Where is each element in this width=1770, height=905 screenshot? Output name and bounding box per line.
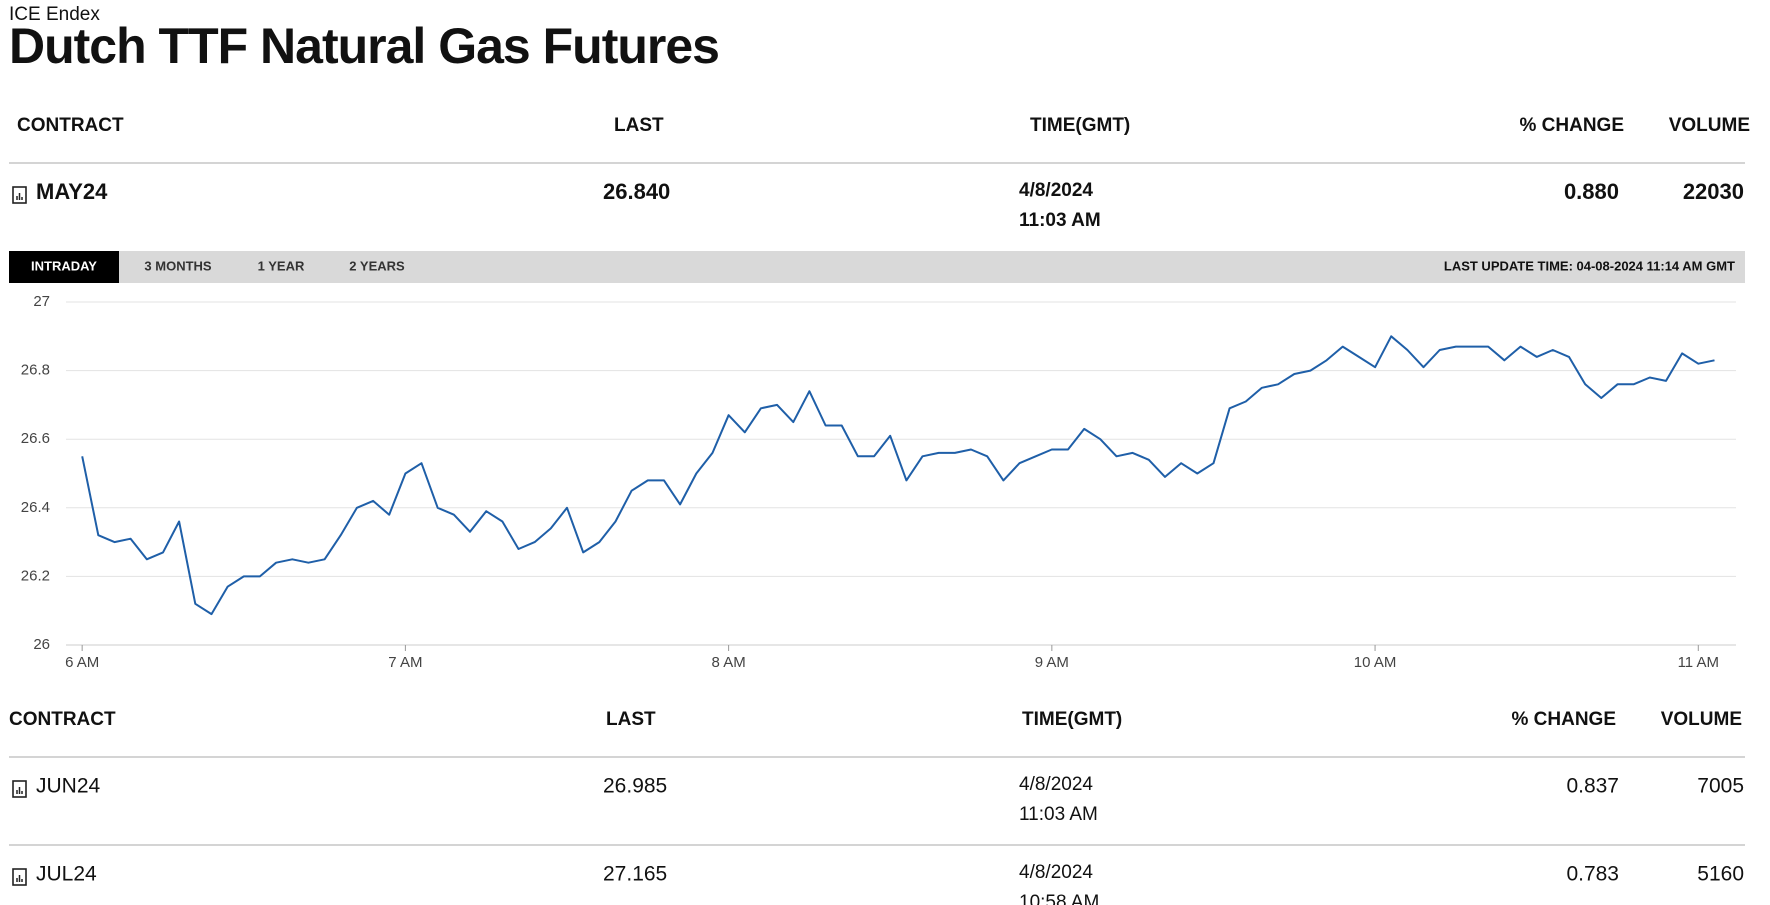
contract[interactable]: MAY24 [36, 179, 108, 204]
date: 4/8/2024 [1019, 862, 1093, 883]
column-header: LAST [614, 115, 664, 136]
contract[interactable]: JUL24 [36, 863, 97, 886]
column-header: % CHANGE [1511, 709, 1616, 730]
volume: 5160 [1697, 863, 1744, 886]
column-header: TIME(GMT) [1030, 115, 1130, 136]
last-price: 26.840 [603, 179, 670, 204]
time: 10:58 AM [1019, 892, 1099, 905]
range-tab[interactable]: 3 MONTHS [144, 258, 212, 273]
column-header: CONTRACT [9, 709, 116, 730]
page-title: Dutch TTF Natural Gas Futures [9, 18, 719, 74]
chart-icon-bars [16, 193, 23, 200]
x-tick-label: 6 AM [65, 654, 99, 671]
column-header: CONTRACT [17, 115, 124, 136]
x-tick-label: 8 AM [712, 654, 746, 671]
y-tick-label: 27 [33, 293, 50, 310]
x-tick-label: 10 AM [1354, 654, 1397, 671]
last-price: 27.165 [603, 863, 667, 886]
date: 4/8/2024 [1019, 774, 1093, 795]
column-header: % CHANGE [1519, 115, 1624, 136]
y-tick-label: 26.8 [21, 362, 50, 379]
percent-change: 0.783 [1566, 863, 1619, 886]
column-header: LAST [606, 709, 656, 730]
column-header: VOLUME [1661, 709, 1742, 730]
last-price: 26.985 [603, 775, 667, 798]
x-tick-label: 9 AM [1035, 654, 1069, 671]
y-tick-label: 26.2 [21, 567, 50, 584]
active-tab [9, 251, 119, 283]
y-tick-label: 26.6 [21, 430, 50, 447]
date: 4/8/2024 [1019, 180, 1093, 201]
contract[interactable]: JUN24 [36, 775, 101, 798]
time: 11:03 AM [1019, 804, 1098, 825]
y-tick-label: 26.4 [21, 499, 50, 516]
volume: 7005 [1697, 775, 1744, 798]
chart-icon [12, 186, 27, 204]
percent-change: 0.837 [1566, 775, 1619, 798]
range-tab[interactable]: 1 YEAR [258, 258, 305, 273]
tab-bar [9, 251, 1745, 283]
last-update: LAST UPDATE TIME: 04-08-2024 11:14 AM GM… [1444, 258, 1735, 273]
volume: 22030 [1683, 179, 1744, 204]
chart-icon [12, 780, 27, 798]
time: 11:03 AM [1019, 210, 1101, 231]
range-tab[interactable]: 2 YEARS [349, 258, 405, 273]
range-tab[interactable]: INTRADAY [31, 258, 97, 273]
column-header: VOLUME [1669, 115, 1750, 136]
y-tick-label: 26 [33, 636, 50, 653]
x-tick-label: 7 AM [388, 654, 422, 671]
chart-icon [12, 868, 27, 886]
price-line [81, 335, 1715, 616]
column-header: TIME(GMT) [1022, 709, 1122, 730]
source: ICE Endex [9, 4, 100, 25]
chart-icon-bars [16, 787, 23, 794]
chart-icon-bars [16, 875, 23, 882]
x-tick-label: 11 AM [1678, 654, 1719, 671]
percent-change: 0.880 [1564, 179, 1619, 204]
